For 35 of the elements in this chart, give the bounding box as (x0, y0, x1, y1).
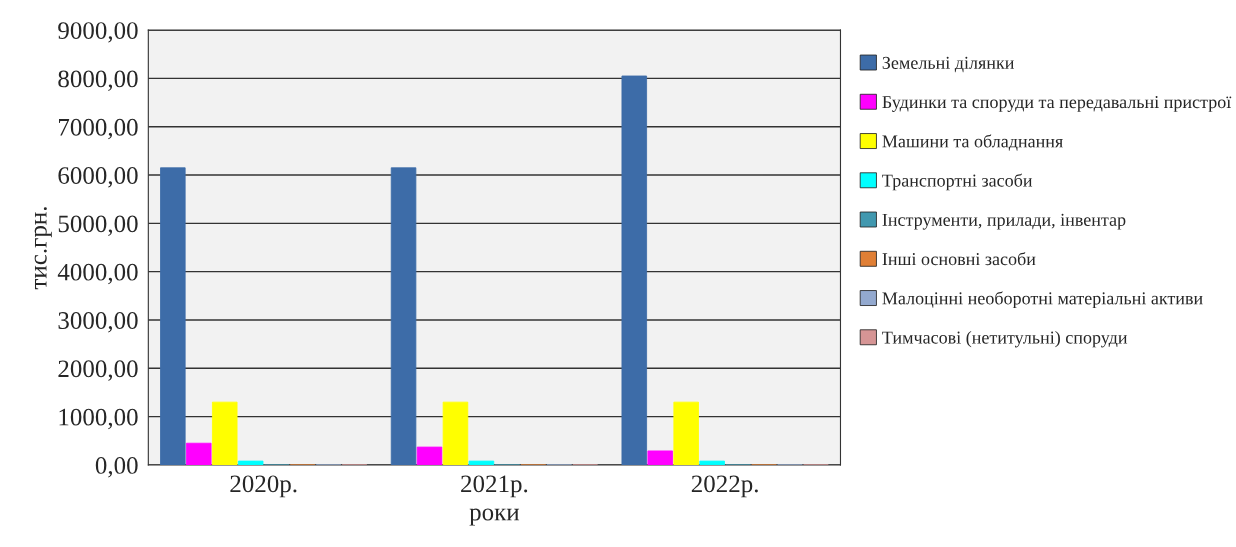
bar (468, 460, 495, 465)
y-tick-label: 4000,00 (57, 263, 138, 285)
bar (186, 442, 212, 465)
bar (442, 401, 469, 465)
bar (621, 75, 648, 465)
y-tick-label: 6000,00 (58, 167, 138, 188)
bar (416, 446, 443, 465)
legend-label: Будинки та споруди та передавальні пристрої (882, 96, 1232, 112)
legend-label: Малоцінні необоротні матеріальні активи (882, 291, 1203, 309)
legend-label: Земельні ділянки (882, 56, 1014, 73)
y-tick-label: 7000,00 (59, 118, 138, 140)
bar (212, 401, 238, 465)
y-tick-label: 2000,00 (58, 360, 138, 381)
legend-label: Інші основні засоби (882, 252, 1036, 266)
y-axis-title: тис.грн. (34, 207, 52, 290)
x-tick-label: 2021р. (461, 475, 528, 498)
y-tick-label: 1000,00 (59, 408, 138, 430)
x-axis-title: роки (469, 508, 520, 526)
legend-label: Тимчасові (нетитульні) споруди (882, 330, 1128, 348)
bar (160, 167, 186, 465)
bar (647, 450, 673, 465)
y-tick-label: 3000,00 (58, 312, 138, 333)
bar (699, 460, 725, 465)
y-tick-label: 9000,00 (58, 22, 138, 43)
bar (237, 460, 264, 465)
x-tick-label: 2020р. (230, 475, 297, 498)
x-tick-label: 2022р. (691, 475, 758, 498)
y-tick-label: 5000,00 (58, 215, 138, 236)
legend-label: Інструменти, прилади, інвентар (882, 213, 1126, 230)
y-tick-label: 0,00 (95, 457, 138, 478)
bar (390, 167, 417, 465)
legend-label: Машини та обладнання (882, 134, 1063, 151)
y-tick-label: 8000,00 (58, 70, 138, 91)
legend-label: Транспортні засоби (882, 173, 1033, 191)
bar (673, 401, 699, 465)
